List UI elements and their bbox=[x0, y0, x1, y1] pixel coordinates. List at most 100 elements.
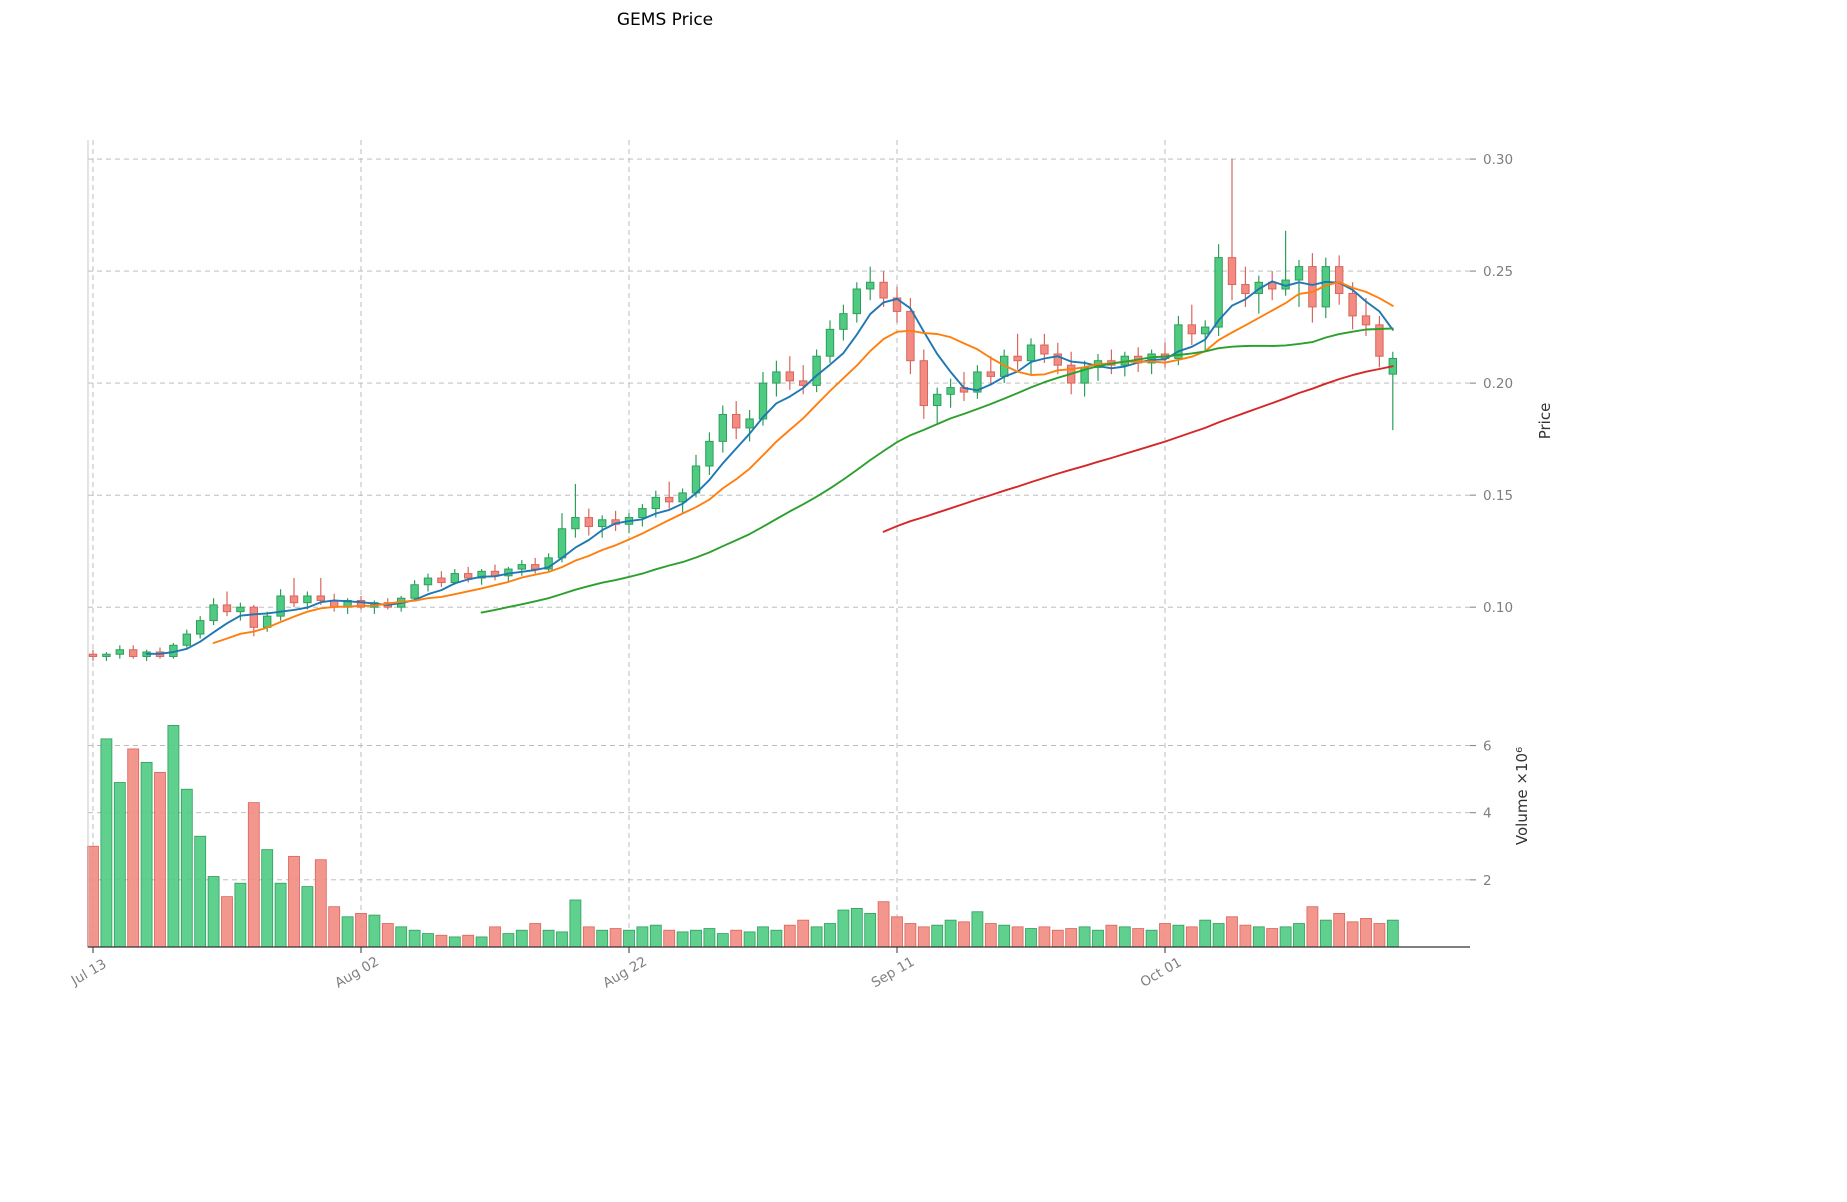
volume-bar bbox=[341, 916, 354, 948]
candle-body bbox=[678, 492, 687, 503]
volume-bar bbox=[1199, 919, 1212, 948]
candle-body bbox=[557, 528, 567, 559]
volume-bar bbox=[958, 921, 970, 948]
candle-body bbox=[410, 584, 419, 599]
candle-body bbox=[289, 595, 299, 604]
candle-body bbox=[812, 355, 821, 386]
volume-bar bbox=[971, 911, 984, 948]
volume-bar bbox=[998, 924, 1011, 948]
price-tick-label: 0.30 bbox=[1483, 152, 1513, 168]
candle-body bbox=[1294, 266, 1304, 281]
candle-body bbox=[651, 496, 660, 510]
volume-bar bbox=[797, 919, 810, 948]
volume-bar bbox=[810, 926, 823, 948]
candle-body bbox=[115, 649, 124, 655]
volume-bar bbox=[623, 929, 635, 948]
candle-body bbox=[196, 620, 205, 635]
price-tick-label: 0.15 bbox=[1483, 488, 1513, 504]
candle-body bbox=[785, 371, 794, 382]
candle-body bbox=[276, 595, 285, 617]
volume-bar bbox=[730, 929, 743, 948]
volume-bar bbox=[1025, 928, 1037, 948]
volume-bar bbox=[247, 802, 260, 948]
volume-bar bbox=[582, 926, 595, 948]
candle-body bbox=[906, 310, 915, 362]
volume-bar bbox=[180, 788, 193, 948]
candle-body bbox=[450, 573, 460, 584]
candle-body bbox=[1361, 315, 1371, 326]
volume-bar bbox=[1038, 926, 1051, 948]
candle-body bbox=[1214, 257, 1223, 328]
volume-bar bbox=[355, 913, 367, 948]
candle-body bbox=[236, 606, 245, 613]
candle-body bbox=[544, 557, 553, 570]
candle-body bbox=[1375, 324, 1384, 357]
volume-bar bbox=[314, 859, 327, 948]
volume-bar bbox=[502, 933, 515, 948]
volume-bar bbox=[1105, 924, 1118, 948]
date-tick-label: Sep 11 bbox=[869, 954, 918, 991]
candle-body bbox=[852, 288, 861, 315]
candle-body bbox=[718, 413, 727, 442]
volume-bar bbox=[917, 926, 930, 948]
candle-body bbox=[825, 328, 835, 357]
candle-body bbox=[973, 371, 982, 393]
volume-bar bbox=[368, 914, 381, 948]
volume-bar bbox=[167, 725, 180, 948]
candle-body bbox=[1227, 257, 1237, 286]
candle-body bbox=[464, 573, 473, 579]
candle-body bbox=[88, 653, 98, 657]
candle-body bbox=[1308, 266, 1317, 308]
volume-bar bbox=[154, 772, 166, 948]
volume-bar bbox=[850, 907, 863, 948]
volume-bar bbox=[234, 882, 247, 948]
volume-bar bbox=[556, 931, 568, 948]
volume-bar bbox=[1333, 913, 1346, 948]
volume-bar bbox=[690, 929, 702, 948]
candle-body bbox=[598, 519, 607, 528]
candle-body bbox=[839, 313, 848, 330]
volume-bar bbox=[435, 934, 448, 948]
volume-bar bbox=[1306, 906, 1319, 948]
candle-body bbox=[758, 382, 768, 420]
candle-body bbox=[102, 653, 111, 657]
candle-body bbox=[1201, 326, 1210, 335]
candle-body bbox=[946, 387, 955, 395]
volume-bar bbox=[395, 926, 408, 948]
date-tick-label: Aug 02 bbox=[332, 954, 381, 992]
volume-bar bbox=[1092, 929, 1104, 948]
volume-bar bbox=[489, 926, 501, 948]
volume-bar bbox=[100, 738, 113, 948]
candle-body bbox=[665, 496, 674, 503]
candle-body bbox=[356, 599, 366, 608]
date-tick-label: Oct 01 bbox=[1138, 954, 1185, 990]
candle-body bbox=[1174, 324, 1183, 359]
volume-bar bbox=[663, 929, 676, 948]
volume-bar bbox=[770, 929, 783, 948]
candle-body bbox=[933, 393, 942, 407]
volume-bar bbox=[1051, 929, 1064, 948]
volume-bar bbox=[408, 929, 421, 948]
volume-bar bbox=[1065, 928, 1078, 948]
volume-bar bbox=[542, 929, 555, 948]
candle-body bbox=[866, 281, 875, 290]
volume-tick-label: 4 bbox=[1483, 806, 1492, 822]
volume-bar bbox=[1145, 929, 1158, 948]
volume-bar bbox=[261, 849, 274, 948]
volume-bar bbox=[931, 924, 944, 948]
volume-bar bbox=[288, 855, 300, 948]
volume-tick-label: 2 bbox=[1483, 873, 1492, 889]
volume-bar bbox=[1266, 928, 1279, 948]
volume-bar bbox=[207, 876, 220, 948]
volume-bar bbox=[194, 835, 207, 948]
volume-bar bbox=[824, 923, 836, 948]
candle-body bbox=[477, 570, 486, 579]
date-tick-label: Aug 22 bbox=[600, 954, 649, 992]
volume-bar bbox=[529, 923, 542, 948]
volume-bar bbox=[1212, 923, 1225, 948]
volume-bar bbox=[703, 928, 716, 948]
volume-bar bbox=[783, 924, 796, 948]
candle-body bbox=[209, 604, 218, 622]
candle-body bbox=[249, 606, 259, 628]
